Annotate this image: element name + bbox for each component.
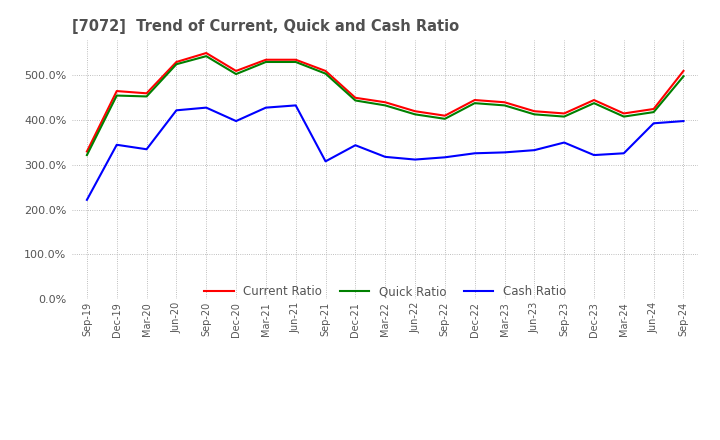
Cash Ratio: [590, 152, 598, 158]
Quick Ratio: [470, 100, 479, 106]
Quick Ratio: [590, 100, 598, 106]
Cash Ratio: [112, 142, 121, 147]
Quick Ratio: [261, 59, 270, 65]
Current Ratio: [112, 88, 121, 94]
Current Ratio: [172, 59, 181, 65]
Cash Ratio: [143, 147, 151, 152]
Quick Ratio: [410, 112, 419, 117]
Cash Ratio: [470, 150, 479, 156]
Current Ratio: [83, 149, 91, 154]
Cash Ratio: [351, 143, 360, 148]
Cash Ratio: [292, 103, 300, 108]
Quick Ratio: [172, 62, 181, 67]
Quick Ratio: [83, 152, 91, 158]
Quick Ratio: [381, 103, 390, 108]
Quick Ratio: [441, 116, 449, 121]
Line: Quick Ratio: Quick Ratio: [87, 56, 683, 155]
Quick Ratio: [649, 110, 658, 115]
Current Ratio: [441, 113, 449, 118]
Text: [7072]  Trend of Current, Quick and Cash Ratio: [7072] Trend of Current, Quick and Cash …: [72, 19, 459, 34]
Current Ratio: [232, 68, 240, 73]
Current Ratio: [143, 91, 151, 96]
Current Ratio: [410, 109, 419, 114]
Cash Ratio: [172, 108, 181, 113]
Current Ratio: [619, 111, 628, 116]
Current Ratio: [321, 68, 330, 73]
Quick Ratio: [679, 73, 688, 79]
Current Ratio: [649, 106, 658, 112]
Line: Current Ratio: Current Ratio: [87, 53, 683, 151]
Current Ratio: [470, 97, 479, 103]
Cash Ratio: [441, 155, 449, 160]
Quick Ratio: [232, 71, 240, 77]
Cash Ratio: [232, 118, 240, 124]
Current Ratio: [530, 109, 539, 114]
Cash Ratio: [202, 105, 210, 110]
Cash Ratio: [649, 121, 658, 126]
Legend: Current Ratio, Quick Ratio, Cash Ratio: Current Ratio, Quick Ratio, Cash Ratio: [204, 286, 566, 298]
Cash Ratio: [410, 157, 419, 162]
Current Ratio: [560, 111, 569, 116]
Cash Ratio: [560, 140, 569, 145]
Line: Cash Ratio: Cash Ratio: [87, 106, 683, 200]
Cash Ratio: [530, 147, 539, 153]
Quick Ratio: [351, 98, 360, 103]
Quick Ratio: [143, 94, 151, 99]
Cash Ratio: [321, 159, 330, 164]
Current Ratio: [679, 68, 688, 73]
Cash Ratio: [679, 118, 688, 124]
Quick Ratio: [560, 114, 569, 119]
Quick Ratio: [202, 54, 210, 59]
Quick Ratio: [321, 71, 330, 76]
Current Ratio: [351, 95, 360, 100]
Cash Ratio: [500, 150, 509, 155]
Current Ratio: [500, 99, 509, 105]
Quick Ratio: [619, 114, 628, 119]
Current Ratio: [202, 51, 210, 56]
Current Ratio: [381, 99, 390, 105]
Quick Ratio: [500, 103, 509, 108]
Quick Ratio: [530, 112, 539, 117]
Quick Ratio: [292, 59, 300, 65]
Cash Ratio: [83, 197, 91, 202]
Quick Ratio: [112, 93, 121, 98]
Current Ratio: [261, 57, 270, 62]
Current Ratio: [590, 97, 598, 103]
Cash Ratio: [619, 150, 628, 156]
Cash Ratio: [381, 154, 390, 160]
Current Ratio: [292, 57, 300, 62]
Cash Ratio: [261, 105, 270, 110]
